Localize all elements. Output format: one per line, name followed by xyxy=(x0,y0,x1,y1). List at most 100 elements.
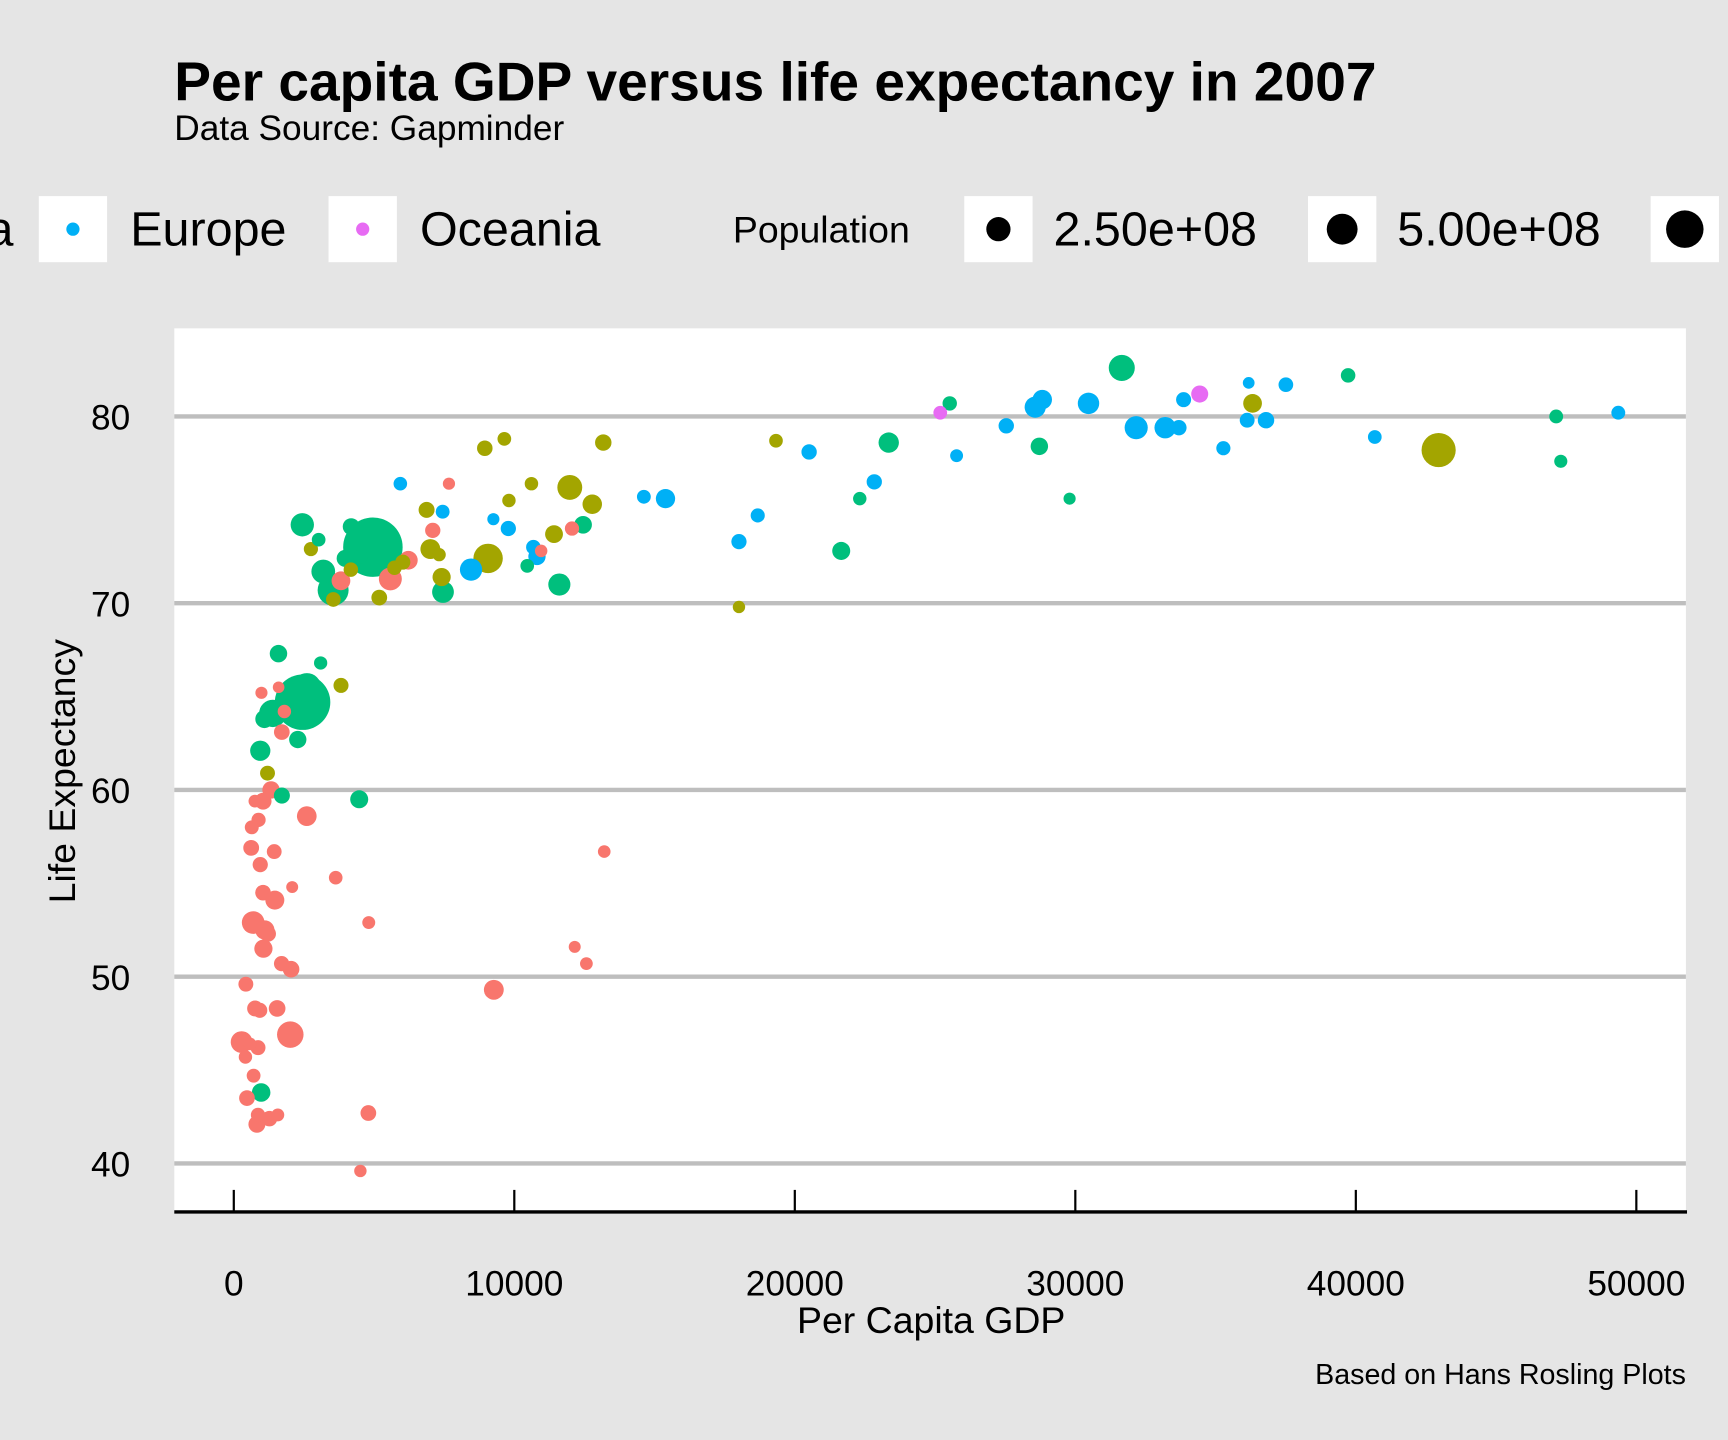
data-point-asia xyxy=(290,513,314,537)
data-point-asia xyxy=(292,673,322,702)
legend-label-size-2: 5.00e+08 xyxy=(1397,203,1601,257)
data-point-americas xyxy=(333,677,349,693)
legend-title-population: Population xyxy=(733,208,910,250)
data-point-americas xyxy=(497,432,512,446)
data-point-africa xyxy=(246,1068,261,1083)
data-point-europe xyxy=(435,504,450,519)
data-point-asia xyxy=(289,730,307,749)
data-point-asia xyxy=(520,559,535,573)
data-point-europe xyxy=(393,476,408,491)
chart-caption: Based on Hans Rosling Plots xyxy=(1315,1359,1686,1391)
data-point-europe xyxy=(1124,416,1148,440)
data-point-europe xyxy=(1242,376,1255,389)
data-point-europe xyxy=(1239,412,1255,428)
chart-subtitle: Data Source: Gapminder xyxy=(174,109,564,148)
data-point-europe xyxy=(866,474,882,490)
data-point-asia xyxy=(350,790,369,809)
data-point-oceania xyxy=(1191,385,1209,403)
data-point-africa xyxy=(243,1037,257,1051)
data-point-europe xyxy=(636,489,651,504)
data-point-asia xyxy=(273,787,290,804)
data-point-asia xyxy=(832,541,851,560)
data-point-africa xyxy=(271,1108,285,1122)
data-point-africa xyxy=(238,1050,253,1064)
data-point-africa xyxy=(266,844,282,859)
data-point-africa xyxy=(273,955,290,972)
data-point-europe xyxy=(1216,441,1231,456)
data-point-asia xyxy=(1554,454,1568,468)
data-point-asia xyxy=(342,518,360,536)
data-point-americas xyxy=(502,493,516,508)
data-point-africa xyxy=(255,884,271,901)
data-point-europe xyxy=(1158,422,1173,437)
data-point-europe xyxy=(750,508,765,523)
data-point-americas xyxy=(582,494,602,514)
data-point-europe xyxy=(500,520,516,537)
legend-dot-europe xyxy=(66,222,80,236)
data-point-americas xyxy=(1243,394,1262,413)
data-point-africa xyxy=(252,857,268,873)
data-point-africa xyxy=(534,544,548,558)
data-point-asia xyxy=(1340,368,1356,383)
data-point-americas xyxy=(260,765,275,781)
legend-dot-size-3 xyxy=(1666,210,1704,248)
data-point-asia xyxy=(250,740,271,761)
data-point-americas xyxy=(732,600,746,614)
data-point-asia xyxy=(353,549,368,564)
data-point-americas xyxy=(371,589,388,606)
x-tick-label: 50000 xyxy=(1587,1265,1685,1304)
data-point-africa xyxy=(362,916,376,930)
y-tick-label: 80 xyxy=(91,399,130,438)
data-point-africa xyxy=(568,940,581,953)
data-point-europe xyxy=(731,533,747,550)
data-point-europe xyxy=(1257,411,1275,429)
x-tick-label: 30000 xyxy=(1026,1265,1124,1304)
data-point-africa xyxy=(277,1021,304,1048)
data-point-africa xyxy=(442,477,456,490)
data-point-africa xyxy=(259,925,276,942)
y-tick-label: 40 xyxy=(91,1146,130,1185)
data-point-asia xyxy=(311,532,326,547)
data-point-africa xyxy=(597,845,611,858)
data-point-africa xyxy=(254,939,273,958)
data-point-asia xyxy=(313,656,328,670)
data-point-africa xyxy=(425,522,441,539)
data-point-africa xyxy=(331,571,351,591)
data-point-americas xyxy=(545,525,563,544)
data-point-africa xyxy=(238,976,254,992)
data-point-asia xyxy=(251,1083,271,1102)
data-point-africa xyxy=(255,686,268,699)
data-point-africa xyxy=(244,820,259,835)
data-point-americas xyxy=(557,474,583,500)
data-point-europe xyxy=(950,449,964,463)
data-point-africa xyxy=(277,704,292,719)
data-point-africa xyxy=(354,1164,367,1178)
data-point-americas xyxy=(1421,432,1456,468)
data-point-asia xyxy=(432,581,454,603)
data-point-africa xyxy=(483,979,504,1000)
data-point-africa xyxy=(273,724,290,740)
y-tick-label: 70 xyxy=(91,585,130,624)
data-point-africa xyxy=(239,1090,255,1106)
data-point-asia xyxy=(1063,492,1076,505)
data-point-europe xyxy=(1611,405,1626,420)
legend-label-asia: Asia xyxy=(0,203,13,257)
data-point-asia xyxy=(853,491,867,506)
data-point-africa xyxy=(243,839,260,856)
x-tick-label: 40000 xyxy=(1307,1265,1405,1304)
legend-label-oceania: Oceania xyxy=(420,203,601,257)
data-point-africa xyxy=(580,957,593,971)
data-point-europe xyxy=(1278,377,1294,393)
data-point-americas xyxy=(325,592,341,607)
data-point-asia xyxy=(548,573,571,596)
legend-label-size-1: 2.50e+08 xyxy=(1054,203,1258,257)
legend-dot-oceania xyxy=(356,222,370,236)
data-point-europe xyxy=(1032,389,1052,410)
data-point-europe xyxy=(1077,392,1100,415)
data-point-europe xyxy=(801,444,817,460)
data-point-americas xyxy=(343,562,359,577)
data-point-americas xyxy=(303,541,319,557)
data-point-europe xyxy=(655,488,676,509)
data-point-asia xyxy=(942,396,957,411)
